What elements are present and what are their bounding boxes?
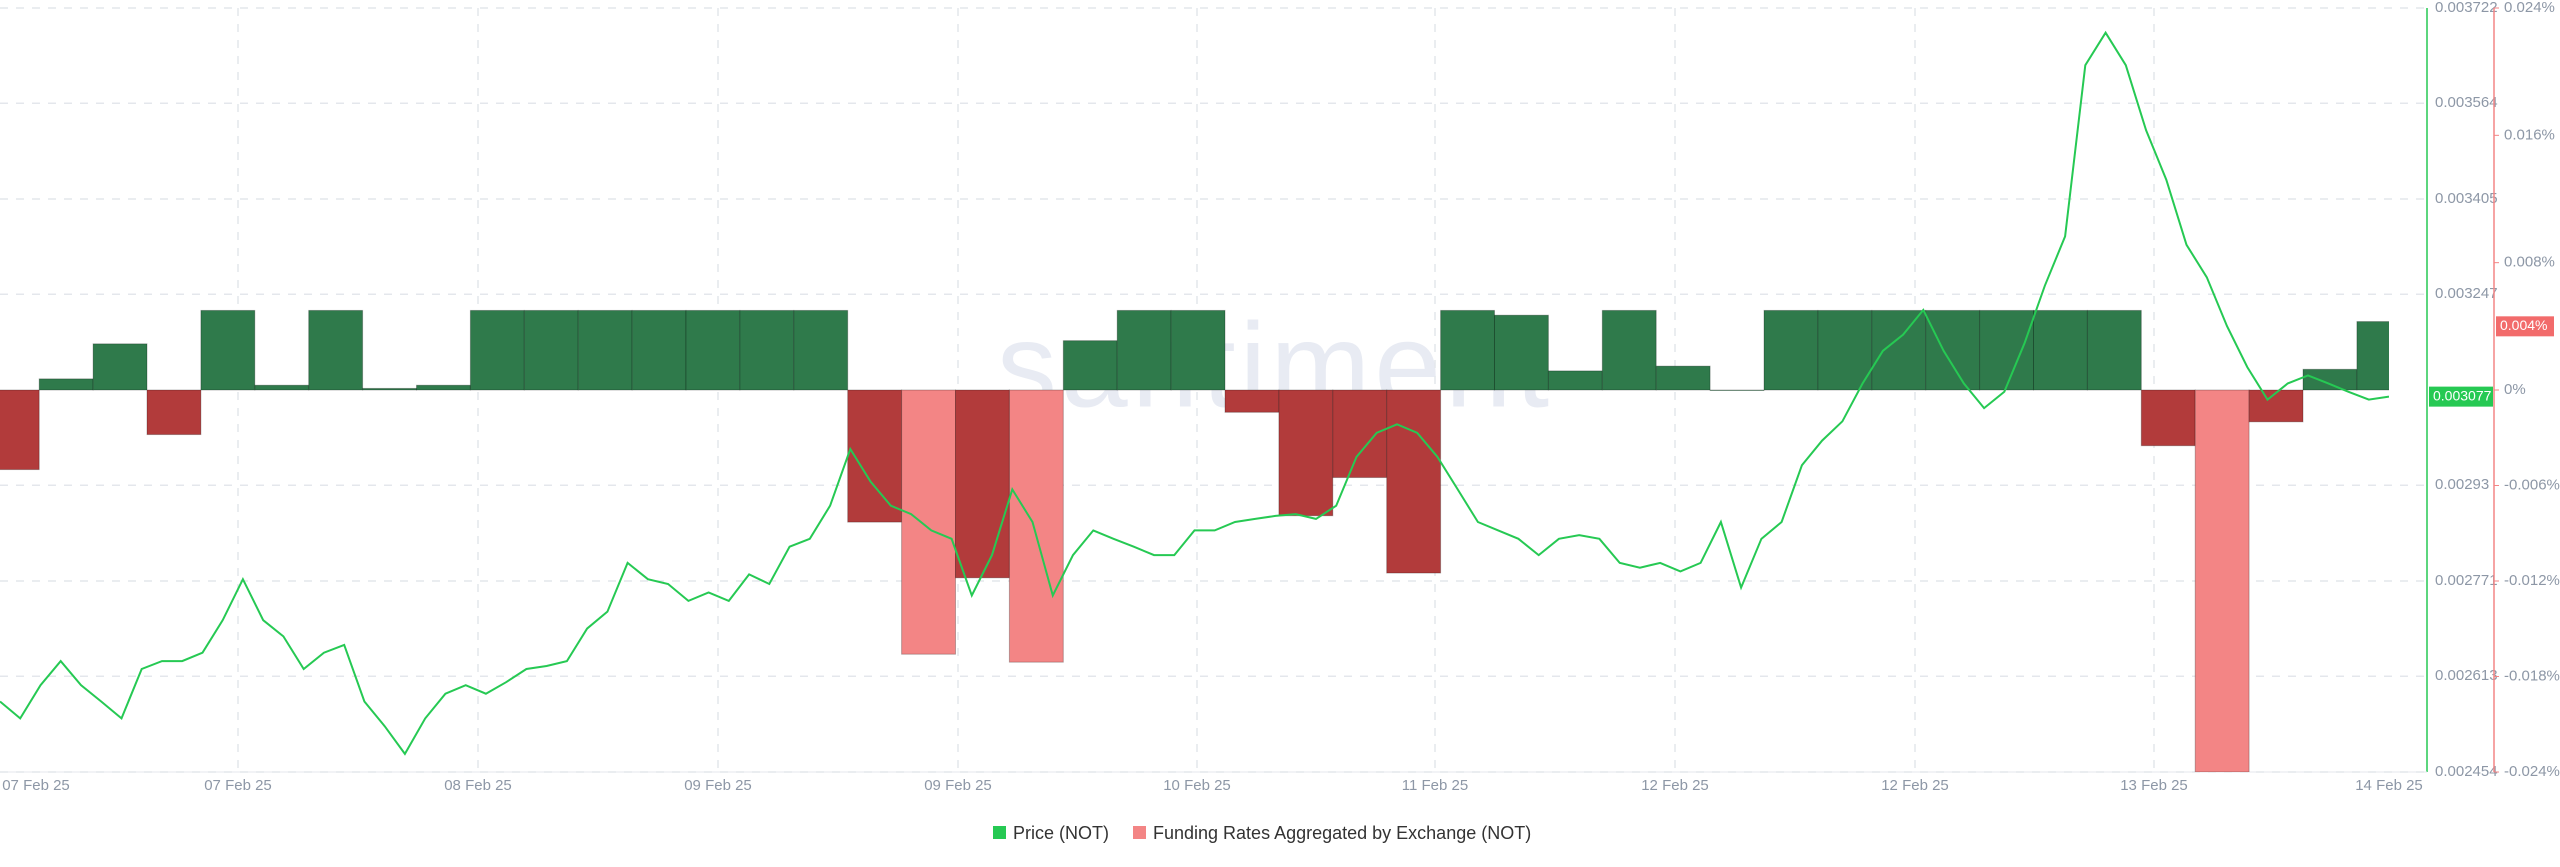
funding-bar	[523, 309, 579, 391]
funding-bar	[2248, 389, 2304, 423]
funding-bar	[2356, 321, 2389, 391]
funding-bar	[1547, 370, 1603, 391]
funding-bar	[92, 343, 148, 391]
y-tick-label: 0.002454	[2435, 763, 2498, 780]
funding-bar	[1655, 365, 1711, 391]
price-line	[0, 30, 2389, 756]
funding-bar	[1440, 309, 1495, 391]
funding-bar	[1332, 389, 1388, 479]
y2-tick-label: -0.018%	[2504, 667, 2560, 684]
funding-bar	[577, 309, 633, 391]
x-tick-label: 14 Feb 25	[2355, 777, 2423, 794]
funding-bar	[847, 389, 903, 523]
funding-bar	[362, 387, 418, 391]
funding-bar	[793, 309, 849, 391]
y-tick-label: 0.002771	[2435, 572, 2498, 589]
funding-bar	[2033, 309, 2088, 391]
funding-bar	[38, 378, 94, 391]
y-tick-label: 0.003405	[2435, 190, 2498, 207]
funding-badge-label: 0.004%	[2500, 317, 2547, 333]
x-tick-label: 13 Feb 25	[2120, 777, 2188, 794]
funding-bar	[1709, 389, 1765, 391]
funding-bar	[2140, 389, 2196, 447]
funding-bar	[254, 384, 310, 391]
funding-bar	[1979, 309, 2034, 391]
plot-area	[0, 30, 2389, 772]
x-tick-label: 09 Feb 25	[684, 777, 752, 794]
funding-bar	[2086, 309, 2142, 391]
funding-bar	[1925, 309, 1981, 391]
funding-badge	[2496, 316, 2554, 337]
x-tick-label: 12 Feb 25	[1641, 777, 1709, 794]
funding-bar	[955, 389, 1010, 579]
legend-label: Price (NOT)	[1013, 823, 1109, 843]
y-tick-label: 0.003564	[2435, 94, 2498, 111]
funding-bar	[1817, 309, 1873, 391]
funding-bar	[739, 309, 795, 391]
funding-bar	[1170, 309, 1226, 391]
funding-bar	[1278, 389, 1334, 517]
price-badge-label: 0.003077	[2433, 387, 2492, 403]
funding-bar	[1008, 389, 1064, 663]
funding-bar	[631, 309, 687, 391]
legend-swatch	[1133, 826, 1146, 839]
y2-tick-label: 0.008%	[2504, 254, 2555, 271]
funding-bar	[685, 309, 741, 391]
legend-label: Funding Rates Aggregated by Exchange (NO…	[1153, 823, 1531, 843]
y-tick-label: 0.00293	[2435, 476, 2489, 493]
funding-bar	[469, 309, 525, 391]
funding-bar	[146, 389, 202, 436]
x-tick-label: 07 Feb 25	[204, 777, 272, 794]
y2-tick-label: -0.024%	[2504, 763, 2560, 780]
x-tick-label: 12 Feb 25	[1881, 777, 1949, 794]
funding-bar	[901, 389, 956, 655]
y-tick-label: 0.003722	[2435, 0, 2498, 16]
funding-bar	[2194, 389, 2250, 772]
funding-bar	[308, 309, 364, 391]
funding-bar	[1386, 389, 1442, 574]
funding-bar	[1871, 309, 1927, 391]
y2-tick-label: 0.016%	[2504, 126, 2555, 143]
x-tick-label: 08 Feb 25	[444, 777, 512, 794]
funding-bar	[200, 309, 256, 391]
funding-bar	[0, 389, 40, 471]
y2-tick-label: 0%	[2504, 381, 2526, 398]
funding-bar	[416, 384, 471, 391]
funding-bar	[1116, 309, 1172, 391]
x-tick-label: 09 Feb 25	[924, 777, 992, 794]
y-tick-label: 0.002613	[2435, 667, 2498, 684]
funding-bar	[1062, 340, 1118, 391]
funding-bar	[1494, 314, 1549, 391]
y2-tick-label: 0.024%	[2504, 0, 2555, 16]
x-tick-label: 07 Feb 25	[2, 777, 70, 794]
funding-bar	[1763, 309, 1819, 391]
y-tick-label: 0.003247	[2435, 285, 2498, 302]
price-badge	[2429, 386, 2493, 407]
y2-tick-label: -0.012%	[2504, 572, 2560, 589]
y2-tick-label: -0.006%	[2504, 476, 2560, 493]
funding-bar	[2302, 368, 2358, 391]
x-tick-label: 10 Feb 25	[1163, 777, 1231, 794]
funding-bar	[1224, 389, 1280, 413]
funding-bar	[1601, 309, 1657, 391]
x-tick-label: 11 Feb 25	[1402, 777, 1468, 794]
legend-swatch	[993, 826, 1006, 839]
